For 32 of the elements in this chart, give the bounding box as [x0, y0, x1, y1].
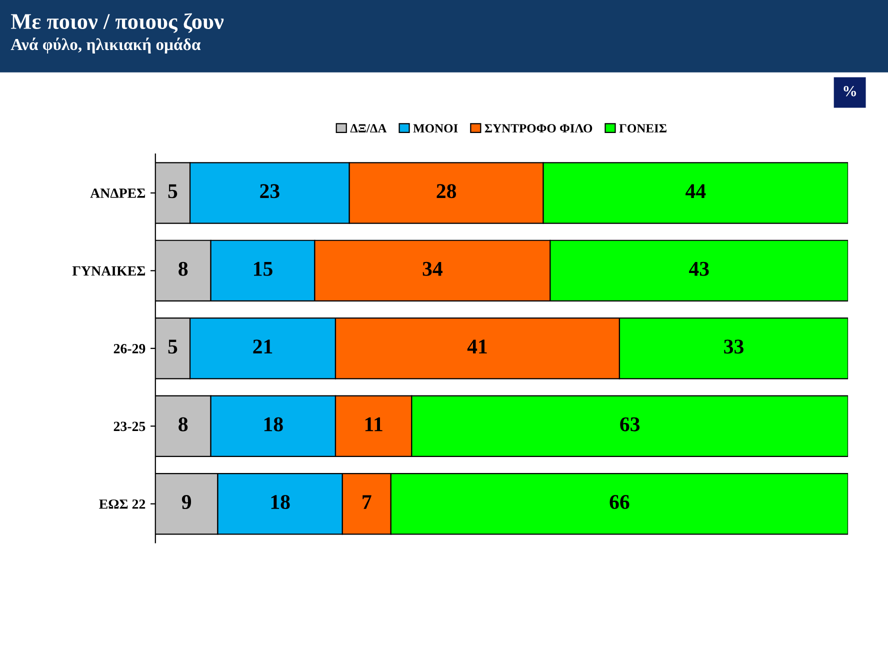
data-label: 8	[178, 262, 188, 276]
data-label: 18	[264, 417, 283, 432]
legend-label: ΓΟΝΕΙΣ	[619, 124, 666, 133]
y-tick-label: 23-25	[114, 422, 146, 432]
data-label: 66	[610, 495, 630, 510]
y-tick-label: ΑΝΔΡΕΣ	[90, 188, 146, 198]
data-label: 11	[365, 417, 382, 432]
legend-label: ΣΥΝΤΡΟΦΟ ΦΙΛΟ	[484, 124, 592, 133]
data-label: 21	[253, 340, 272, 354]
legend-label: ΔΞ/ΔΑ	[350, 124, 387, 133]
data-label: 44	[686, 184, 706, 198]
chart-title: Με ποιον / ποιους ζουν	[11, 13, 224, 34]
data-label: 8	[178, 417, 188, 432]
data-label: 23	[260, 184, 280, 198]
data-label: 18	[271, 494, 290, 510]
chart-subtitle: Ανά φύλο, ηλικιακή ομάδα	[10, 38, 201, 54]
data-label: 63	[620, 417, 640, 432]
data-label: 34	[422, 262, 442, 276]
data-label: 41	[467, 340, 487, 354]
data-label: 43	[688, 262, 709, 276]
data-label: 15	[254, 262, 272, 276]
text: %	[844, 86, 856, 96]
data-label: 28	[436, 184, 456, 198]
data-label: 5	[168, 184, 178, 198]
data-label: 5	[168, 340, 178, 354]
y-tick-label: ΕΩΣ 22	[99, 499, 146, 509]
legend-label: ΜΟΝΟΙ	[413, 124, 458, 133]
y-tick-label: 26-29	[114, 344, 146, 354]
data-label: 33	[724, 340, 744, 354]
data-label: 9	[182, 495, 192, 510]
data-label: 7	[362, 495, 372, 509]
y-tick-label: ΓΥΝΑΙΚΕΣ	[72, 266, 146, 276]
